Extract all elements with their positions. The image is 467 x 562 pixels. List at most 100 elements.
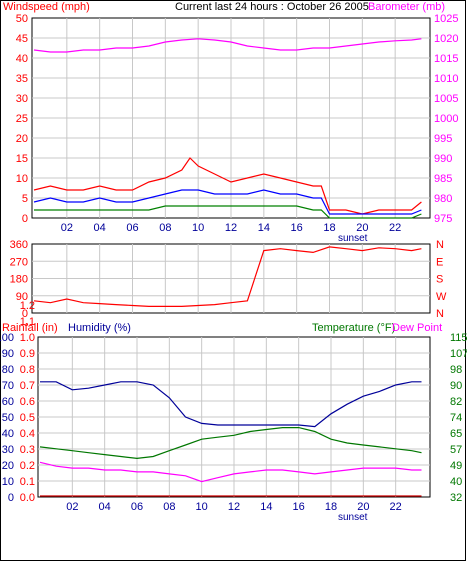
- humidity-axis-label: Humidity (%): [68, 322, 131, 334]
- panel2-compass-label: N: [436, 239, 444, 251]
- panel3-temperature-tick-label: 49: [450, 460, 462, 472]
- panel3-series: [39, 381, 422, 497]
- panel1-x-tick-label: 18: [323, 222, 335, 234]
- panel3-x-tick-label: 22: [390, 501, 402, 513]
- panel3-rain-tick-label: 1.1: [20, 316, 35, 328]
- panel2-y-tick-label: 360: [10, 239, 28, 251]
- windspeed-axis-label: Windspeed (mph): [3, 1, 90, 13]
- rainfall-axis-label: Rainfall (in): [2, 322, 58, 334]
- panel1-y2-tick-label: 1005: [434, 93, 458, 105]
- panel3-rain-tick-label: 0.0: [20, 492, 35, 504]
- panel2-compass-label: N: [436, 308, 444, 320]
- panel1-y2-tick-label: 980: [434, 193, 452, 205]
- panel3-x-tick-label: 06: [131, 501, 143, 513]
- wind-gust-line: [33, 157, 422, 215]
- panel3-rain-tick-label: 1.0: [20, 332, 35, 344]
- panel3-x-tick-label: 14: [260, 501, 272, 513]
- temperature-axis-label: Temperature (°F): [312, 322, 395, 334]
- panel2-series: [33, 246, 422, 307]
- panel2-y-tick-label: 90: [16, 291, 28, 303]
- wind-low-line: [34, 205, 422, 219]
- panel1-y2-tick-label: 995: [434, 133, 452, 145]
- panel3-humidity-tick-label: 90: [2, 348, 14, 360]
- panel3-x-tick-label: 16: [293, 501, 305, 513]
- panel1-y-tick-label: 45: [16, 33, 28, 45]
- chart-title: Current last 24 hours : October 26 2005: [175, 1, 369, 13]
- panel1-y2-tick-label: 1010: [434, 73, 458, 85]
- panel3-humidity-tick-label: 40: [2, 428, 14, 440]
- panel1-series: [33, 38, 422, 219]
- panel3-temperature-tick-label: 32: [450, 492, 462, 504]
- dewpoint-axis-label: Dew Point: [392, 322, 442, 334]
- panel3-humidity-tick-label: 0: [8, 492, 14, 504]
- panel1-grid: [32, 18, 430, 218]
- panel1-y-tick-label: 50: [16, 13, 28, 25]
- panel1-y2-tick-label: 1015: [434, 53, 458, 65]
- panel3-temperature-tick-label: 107: [450, 348, 467, 360]
- barometer-axis-label: Barometer (mb): [368, 1, 445, 13]
- wind-direction-line: [33, 246, 422, 307]
- panel3-temperature-ticks: 32 40 49 57 65 74 82 90 98 107 115: [450, 332, 467, 504]
- panel1-x-tick-label: 08: [159, 222, 171, 234]
- panel3-sunset-label: sunset: [338, 512, 368, 523]
- panel3-temperature-tick-label: 57: [450, 444, 462, 456]
- panel3-rain-tick-label: 0.2: [20, 460, 35, 472]
- panel1-y2-tick-label: 1025: [434, 13, 458, 25]
- panel1-y2-ticks: 975 980 985 990 995 1000 1005 1010 1015 1020 1025: [434, 13, 458, 225]
- wind-avg-line: [33, 189, 422, 215]
- panel3-rain-ticks: 0.0 0.1 0.2 0.3 0.4 0.5 0.6 0.7 0.8 0.9 1.0 1.1 1.2: [20, 300, 35, 504]
- panel3-rain-tick-label: 0.6: [20, 396, 35, 408]
- humidity-line: [40, 381, 422, 428]
- panel2-y-tick-label: 270: [10, 256, 28, 268]
- panel3-temperature-tick-label: 65: [450, 428, 462, 440]
- temperature-line: [39, 427, 422, 460]
- panel1-x-tick-label: 04: [94, 222, 106, 234]
- panel1-y-tick-label: 10: [16, 173, 28, 185]
- panel3-humidity-tick-label: 100: [0, 332, 14, 344]
- panel1-y2-tick-label: 985: [434, 173, 452, 185]
- panel1-x-tick-label: 14: [258, 222, 270, 234]
- panel2-y-tick-label: 180: [10, 274, 28, 286]
- panel1-y-tick-label: 5: [22, 193, 28, 205]
- panel2-y-tick-label: 0: [22, 308, 28, 320]
- barometer-line: [33, 38, 422, 53]
- panel2-grid: [32, 244, 430, 313]
- panel3-humidity-tick-label: 30: [2, 444, 14, 456]
- panel1-x-tick-label: 16: [291, 222, 303, 234]
- panel3-humidity-tick-label: 80: [2, 364, 14, 376]
- panel3-x-tick-label: 12: [228, 501, 240, 513]
- panel3-rain-tick-label: 0.5: [20, 412, 35, 424]
- panel1-y2-tick-label: 1020: [434, 33, 458, 45]
- panel1-y-tick-label: 40: [16, 53, 28, 65]
- panel3-humidity-tick-label: 10: [2, 476, 14, 488]
- panel1-x-tick-label: 06: [126, 222, 138, 234]
- panel1-x-tick-label: 10: [192, 222, 204, 234]
- panel1-y-tick-label: 35: [16, 73, 28, 85]
- panel3-humidity-tick-label: 20: [2, 460, 14, 472]
- panel1-y-tick-label: 30: [16, 93, 28, 105]
- panel3-temperature-tick-label: 40: [450, 476, 462, 488]
- panel3-humidity-tick-label: 70: [2, 380, 14, 392]
- panel1-y2-tick-label: 1000: [434, 113, 458, 125]
- panel3-x-tick-label: 20: [357, 501, 369, 513]
- panel1-y-tick-label: 15: [16, 153, 28, 165]
- panel3-temperature-tick-label: 90: [450, 380, 462, 392]
- panel1-sunset-label: sunset: [338, 233, 368, 244]
- panel3-humidity-ticks: 0 10 20 30 40 50 60 70 80 90 100: [0, 332, 14, 504]
- panel1-x-ticks: 02 04 06 08 10 12 14 16 18 20 22: [61, 222, 402, 234]
- panel3-temperature-tick-label: 82: [450, 396, 462, 408]
- panel1-y2-tick-label: 975: [434, 213, 452, 225]
- panel1-x-tick-label: 02: [61, 222, 73, 234]
- panel3-rain-tick-label: 0.7: [20, 380, 35, 392]
- panel3-rain-tick-label: 0.3: [20, 444, 35, 456]
- panel3-x-tick-label: 08: [163, 501, 175, 513]
- panel3-rain-tick-label: 1.2: [20, 300, 35, 312]
- panel1-x-tick-label: 12: [225, 222, 237, 234]
- panel1-y2-tick-label: 990: [434, 153, 452, 165]
- panel2-y-ticks: 0 90 180 270 360: [10, 239, 28, 320]
